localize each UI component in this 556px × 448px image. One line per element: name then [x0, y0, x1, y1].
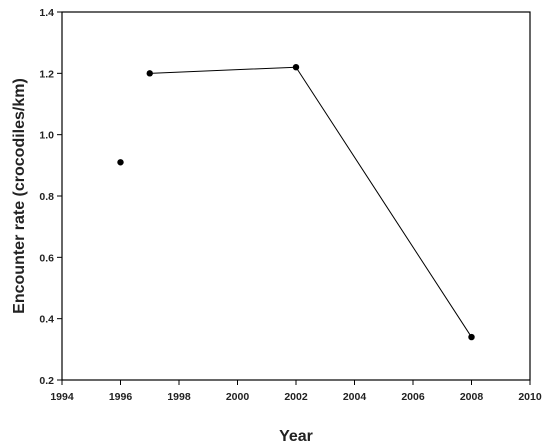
x-axis-title: Year: [279, 428, 313, 445]
y-tick-label: 0.4: [39, 314, 54, 326]
x-tick-label: 2000: [226, 391, 250, 403]
y-tick-label: 1.2: [39, 68, 54, 80]
data-point: [117, 159, 124, 166]
series-layer: [117, 63, 475, 341]
y-tick-label: 0.2: [39, 375, 54, 387]
y-axis-title: Encounter rate (crocodiles/km): [11, 78, 28, 314]
x-axis: 1994 1996 1998 2000 2002 2004 2006 2008 2010: [50, 380, 542, 403]
y-axis: 0.2 0.4 0.6 0.8 1.0 1.2 1.4: [39, 7, 62, 387]
x-tick-label: 2004: [343, 391, 367, 403]
plot-area: [61, 11, 531, 381]
x-tick-label: 2002: [284, 391, 308, 403]
y-tick-label: 1.4: [39, 7, 54, 19]
y-tick-label: 0.6: [39, 252, 54, 264]
data-point: [146, 70, 153, 77]
data-point: [468, 333, 475, 341]
x-tick-label: 2006: [401, 391, 425, 403]
x-tick-label: 2008: [460, 391, 484, 403]
x-tick-label: 1998: [167, 391, 191, 403]
x-tick-label: 1996: [109, 391, 133, 403]
x-tick-label: 1994: [50, 391, 74, 403]
y-tick-label: 0.8: [39, 191, 54, 203]
x-tick-label: 2010: [518, 391, 542, 403]
data-point: [292, 63, 300, 71]
y-tick-label: 1.0: [39, 130, 54, 142]
